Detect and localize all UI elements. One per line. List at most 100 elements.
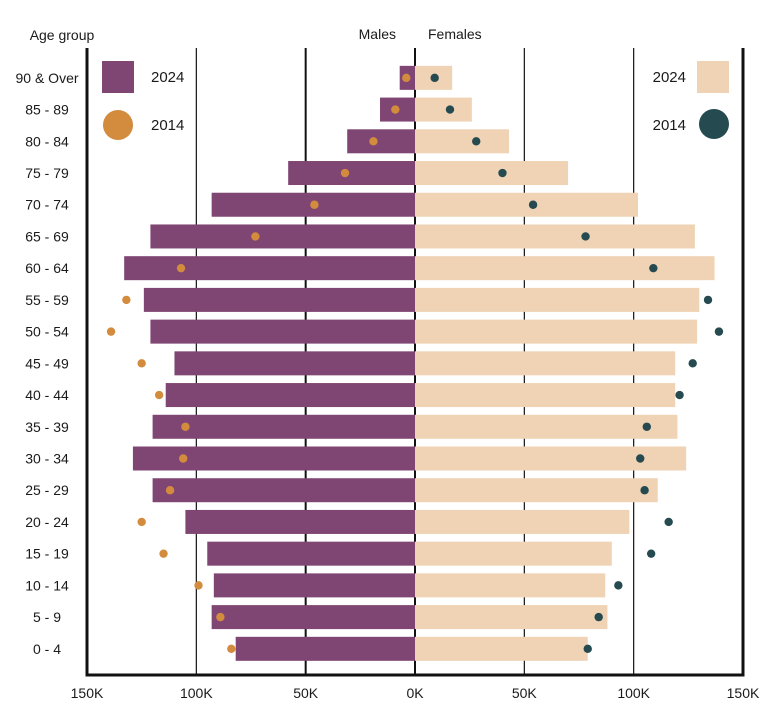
x-tick-label: 100K — [617, 685, 650, 701]
bar-females-2024-5-9 — [415, 605, 608, 630]
dot-males-2014-65-69 — [251, 232, 260, 241]
dot-females-2014-25-29 — [640, 486, 649, 495]
dot-females-2014-80-84 — [472, 137, 481, 146]
bar-females-2024-55-59 — [415, 287, 700, 312]
dot-males-2014-45-49 — [137, 359, 146, 368]
dot-females-2014-70-74 — [528, 200, 538, 209]
legend-females-2024-label: 2024 — [653, 69, 686, 86]
bar-females-2024-75-79 — [415, 161, 569, 186]
bar-females-2024-45-49 — [415, 351, 676, 376]
dots-layer — [106, 73, 724, 654]
bar-females-2024-40-44 — [415, 383, 676, 408]
bar-males-2024-50-54 — [150, 319, 415, 344]
dot-males-2014-0-4 — [227, 644, 236, 654]
dot-females-2014-55-59 — [703, 295, 713, 305]
dot-males-2014-50-54 — [106, 327, 116, 336]
dot-females-2014-0-4 — [583, 644, 592, 654]
bar-males-2024-20-24 — [185, 509, 415, 534]
bar-males-2024-75-79 — [288, 161, 415, 186]
bar-females-2024-30-34 — [415, 446, 687, 471]
legend-females-2014-label: 2014 — [653, 117, 686, 134]
bar-females-2024-10-14 — [415, 573, 606, 598]
age-label-55-59: 55 - 59 — [25, 292, 69, 308]
y-axis-title: Age group — [30, 27, 95, 43]
bar-males-2024-55-59 — [143, 287, 415, 312]
dot-females-2014-45-49 — [688, 359, 697, 368]
dot-males-2014-55-59 — [122, 295, 131, 305]
dot-females-2014-10-14 — [614, 581, 623, 590]
bar-females-2024-15-19 — [415, 541, 612, 566]
legend-males-2014-label: 2014 — [151, 117, 184, 134]
x-tick-label: 0K — [406, 685, 424, 701]
bar-females-2024-65-69 — [415, 224, 695, 249]
bar-males-2024-60-64 — [124, 256, 415, 281]
males-header: Males — [359, 26, 396, 42]
age-label-35-39: 35 - 39 — [25, 419, 69, 435]
age-label-0-4: 0 - 4 — [33, 641, 61, 657]
age-label-15-19: 15 - 19 — [25, 546, 69, 562]
dot-females-2014-50-54 — [714, 327, 724, 336]
bar-females-2024-50-54 — [415, 319, 698, 344]
dot-males-2014-20-24 — [137, 517, 146, 527]
dot-males-2014-60-64 — [176, 263, 186, 273]
bar-females-2024-25-29 — [415, 478, 658, 503]
age-label-75-79: 75 - 79 — [25, 165, 69, 181]
x-tick-label: 50K — [512, 685, 538, 701]
x-tick-label: 100K — [180, 685, 213, 701]
dot-males-2014-15-19 — [159, 549, 168, 558]
dot-males-2014-10-14 — [194, 581, 203, 590]
bar-females-2024-20-24 — [415, 509, 630, 534]
dot-females-2014-60-64 — [649, 263, 658, 273]
age-label-45-49: 45 - 49 — [25, 355, 69, 371]
age-label-90-over: 90 & Over — [15, 70, 78, 86]
dot-males-2014-30-34 — [179, 454, 188, 463]
age-label-20-24: 20 - 24 — [25, 514, 69, 530]
axis-frame — [85, 48, 745, 677]
dot-males-2014-40-44 — [154, 390, 164, 400]
age-label-65-69: 65 - 69 — [25, 228, 69, 244]
females-header: Females — [428, 26, 482, 42]
dot-females-2014-30-34 — [636, 454, 645, 463]
age-label-80-84: 80 - 84 — [25, 133, 69, 149]
dot-females-2014-65-69 — [581, 232, 590, 241]
age-label-30-34: 30 - 34 — [25, 451, 69, 467]
bar-males-2024-45-49 — [174, 351, 415, 376]
dot-males-2014-80-84 — [369, 137, 378, 146]
bar-males-2024-30-34 — [132, 446, 416, 471]
bar-males-2024-0-4 — [235, 636, 415, 661]
dot-females-2014-20-24 — [664, 517, 673, 527]
x-tick-label: 150K — [71, 685, 104, 701]
age-label-60-64: 60 - 64 — [25, 260, 69, 276]
bar-males-2024-35-39 — [152, 414, 415, 439]
dot-males-2014-90-over — [402, 73, 411, 83]
age-label-10-14: 10 - 14 — [25, 577, 69, 593]
x-axis-ticks: 150K 100K 50K 0K 50K 100K 150K — [71, 685, 760, 701]
age-label-40-44: 40 - 44 — [25, 387, 69, 403]
bar-males-2024-15-19 — [207, 541, 415, 566]
dot-males-2014-75-79 — [340, 168, 350, 178]
plot-frame — [85, 48, 745, 677]
dot-females-2014-15-19 — [646, 549, 656, 558]
dot-males-2014-35-39 — [181, 422, 190, 431]
dot-females-2014-85-89 — [445, 105, 455, 114]
legend-males-2024-swatch — [102, 61, 134, 93]
age-label-70-74: 70 - 74 — [25, 197, 69, 213]
bar-males-2024-80-84 — [347, 129, 415, 154]
legend-males-2024-label: 2024 — [151, 69, 184, 86]
bar-females-2024-85-89 — [415, 97, 472, 122]
bar-males-2024-25-29 — [152, 478, 415, 503]
x-tick-label: 150K — [727, 685, 760, 701]
bar-females-2024-0-4 — [415, 636, 588, 661]
dot-females-2014-75-79 — [498, 168, 507, 178]
bar-males-2024-5-9 — [211, 605, 415, 630]
bar-females-2024-35-39 — [415, 414, 678, 439]
legend-females-2024-swatch — [697, 61, 729, 93]
legend-females-2014-marker — [699, 109, 729, 139]
dot-females-2014-35-39 — [642, 422, 651, 431]
dot-males-2014-5-9 — [216, 612, 225, 622]
dot-males-2014-25-29 — [165, 486, 175, 495]
bar-females-2024-80-84 — [415, 129, 510, 154]
bar-females-2024-60-64 — [415, 256, 715, 281]
bar-males-2024-65-69 — [150, 224, 415, 249]
